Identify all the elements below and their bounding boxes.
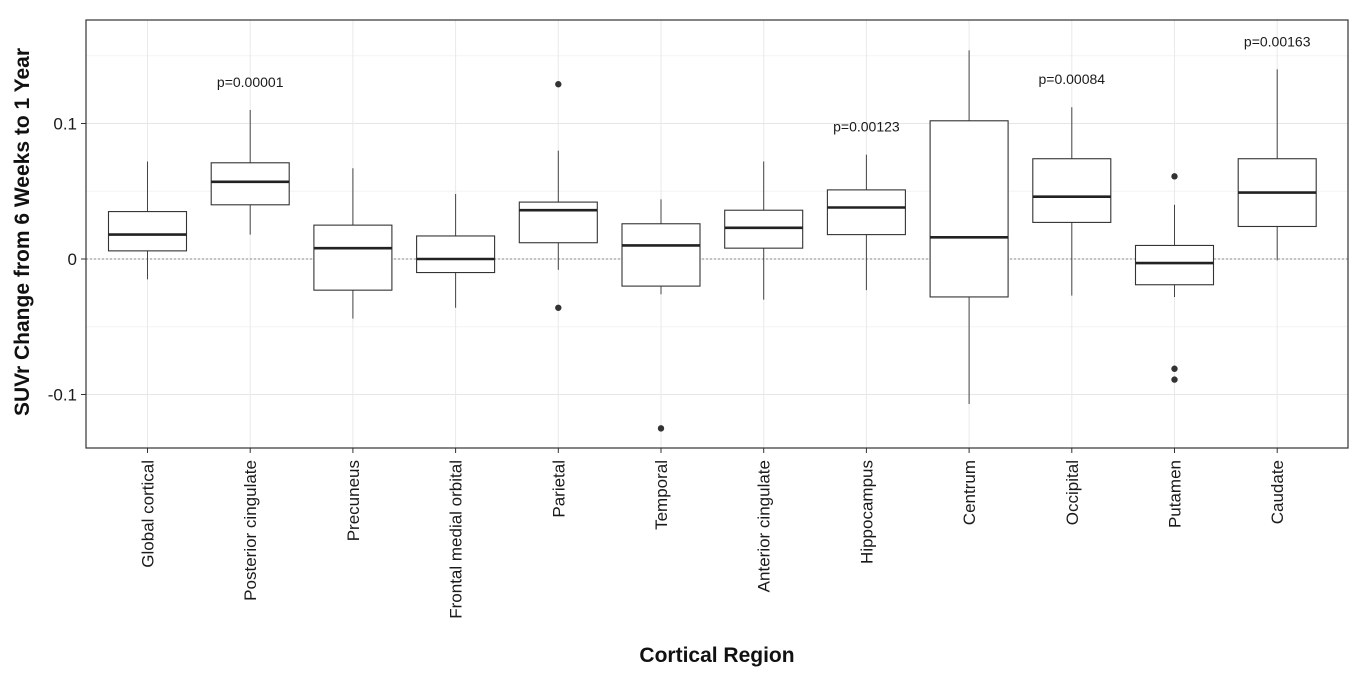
p-value-annotation: p=0.00163 [1244,33,1311,49]
outlier-point [1171,365,1178,372]
x-axis-ticks: Global cortical Posterior cingulate Precun… [139,448,1287,619]
x-tick-label: Centrum [960,460,979,525]
y-tick-label: 0 [68,250,77,269]
x-tick-label: Temporal [652,460,671,530]
box-posterior-cingulate: p=0.00001 [210,74,290,235]
iqr-box [210,162,290,206]
iqr-box [518,201,598,244]
x-tick-label: Global cortical [139,460,158,568]
box-occipital: p=0.00084 [1032,71,1112,296]
y-tick-label: -0.1 [48,386,77,405]
x-axis-title: Cortical Region [639,644,794,667]
p-value-annotation: p=0.00084 [1039,71,1106,87]
minor-gridlines [86,55,1348,328]
outlier-point [657,425,665,432]
iqr-box [416,235,496,274]
x-tick-label: Posterior cingulate [241,460,260,601]
x-tick-label: Putamen [1166,460,1185,528]
outlier-point [1171,376,1178,383]
y-tick-label: 0.1 [53,115,77,134]
y-axis-title: SUVr Change from 6 Weeks to 1 Year [11,48,34,416]
x-tick-label: Occipital [1063,460,1082,525]
box-caudate: p=0.00163 [1237,33,1317,261]
box-precuneus [313,168,393,319]
box-putamen [1134,173,1215,383]
outlier-point [555,304,562,311]
iqr-box [621,223,701,287]
iqr-box [724,209,804,249]
iqr-box [826,189,906,236]
x-tick-label: Frontal medial orbital [447,460,466,619]
x-tick-label: Caudate [1268,460,1287,524]
outlier-point [555,81,562,88]
y-axis-ticks: 0.1 0 -0.1 [48,115,86,405]
box-frontal-medial-orbital [416,193,496,308]
x-tick-label: Parietal [549,460,568,518]
x-tick-label: Precuneus [344,460,363,541]
outlier-point [1171,173,1178,180]
iqr-box [1032,158,1112,223]
box-global-cortical [107,161,188,280]
box-parietal [518,81,598,311]
p-value-annotation: p=0.00001 [217,74,284,90]
box-hippocampus: p=0.00123 [826,119,906,291]
x-tick-label: Hippocampus [857,460,876,564]
plot-background [86,20,1348,448]
plot-panel-border [85,19,1349,449]
boxes-group: p=0.00001 p=0.00123 p=0.00084 p=0.00163 [107,33,1317,432]
x-tick-label: Anterior cingulate [755,460,774,592]
box-centrum [929,50,1009,404]
iqr-box [929,120,1009,298]
iqr-box [107,211,188,252]
box-temporal [621,199,701,432]
iqr-box [1134,244,1215,286]
iqr-box [313,224,393,291]
p-value-annotation: p=0.00123 [833,119,900,135]
box-anterior-cingulate [724,161,804,300]
